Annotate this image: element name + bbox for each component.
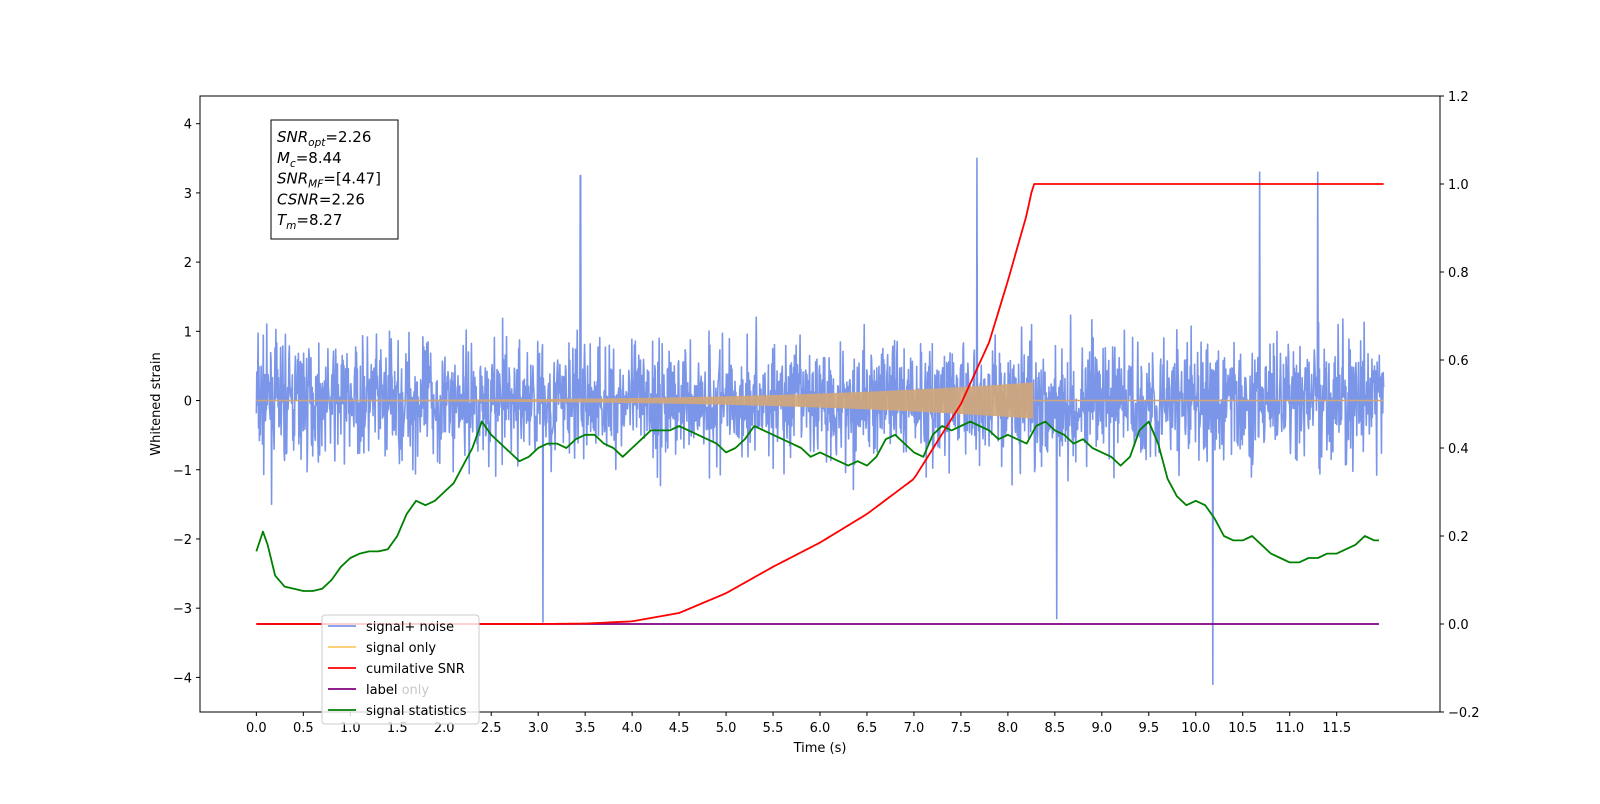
y-right-tick-label: 0.8 [1448,266,1469,281]
y-left-tick-label: −2 [173,533,192,548]
x-tick-label: 6.5 [857,721,878,736]
y-right-tick-label: 1.2 [1448,90,1469,105]
right-y-axis: −0.2 0.0 0.2 0.4 0.6 0.8 1.0 1.2 [1440,90,1480,721]
left-y-axis: −4 −3 −2 −1 0 1 2 3 4 [173,118,200,686]
y-left-tick-label: 1 [184,325,192,340]
legend-frame [321,614,480,725]
x-axis: 0.0 0.5 1.0 1.5 2.0 2.5 3.0 3.5 4.0 4.5 5.0 5.5 6.0 6… [246,712,1351,736]
y-left-tick-label: −1 [173,464,192,479]
x-tick-label: 10.5 [1228,721,1257,736]
legend-hidden-label: label only [366,683,429,698]
annotation-line: Tm=8.27 [277,211,342,232]
legend: signal+ noise signal only cumilative SNR la… [321,614,480,725]
legend-label: signal+ noise [366,620,454,635]
x-tick-label: 8.5 [1045,721,1066,736]
y-right-tick-label: 0.0 [1448,618,1469,633]
y-right-tick-label: 1.0 [1448,178,1469,193]
x-tick-label: 3.5 [575,721,596,736]
annotation-line: SNRMF=[4.47] [277,170,381,191]
legend-label: signal only [366,641,436,656]
annotation-line: CSNR=2.26 [277,190,365,208]
legend-label: signal statistics [366,704,467,719]
y-right-tick-label: 0.4 [1448,442,1469,457]
annotation-frame [270,119,399,240]
y-left-tick-label: 2 [184,256,192,271]
x-tick-label: 0.0 [246,721,267,736]
x-tick-label: 8.0 [998,721,1019,736]
x-tick-label: 10.0 [1181,721,1210,736]
y-axis-label: Whitened strain [149,352,164,455]
y-left-tick-label: 4 [184,118,192,133]
x-tick-label: 0.5 [293,721,314,736]
x-tick-label: 2.0 [434,721,455,736]
y-right-tick-label: −0.2 [1448,706,1480,721]
x-tick-label: 3.0 [528,721,549,736]
signal-statistics-line [255,420,1379,592]
x-tick-label: 11.0 [1275,721,1304,736]
x-tick-label: 4.5 [669,721,690,736]
x-tick-label: 6.0 [810,721,831,736]
signal-only-envelope [256,382,1034,419]
legend-label: cumilative SNR [366,662,465,677]
y-left-tick-label: 3 [184,187,192,202]
x-tick-label: 7.5 [951,721,972,736]
y-left-tick-label: 0 [184,395,192,410]
x-tick-label: 2.5 [481,721,502,736]
x-tick-label: 9.5 [1138,721,1159,736]
x-tick-label: 7.0 [904,721,925,736]
y-left-tick-label: −3 [173,602,192,617]
annotation-line: SNRopt=2.26 [277,128,371,149]
x-axis-label: Time (s) [793,741,847,756]
x-tick-label: 11.5 [1322,721,1351,736]
x-tick-label: 5.0 [716,721,737,736]
annotation-line: Mc=8.44 [277,149,342,170]
x-tick-label: 4.0 [622,721,643,736]
y-right-tick-label: 0.6 [1448,354,1469,369]
x-tick-label: 1.5 [387,721,408,736]
x-tick-label: 1.0 [340,721,361,736]
y-left-tick-label: −4 [173,671,192,686]
y-right-tick-label: 0.2 [1448,530,1469,545]
legend-label: label [366,683,397,698]
x-tick-label: 9.0 [1091,721,1112,736]
x-tick-label: 5.5 [763,721,784,736]
